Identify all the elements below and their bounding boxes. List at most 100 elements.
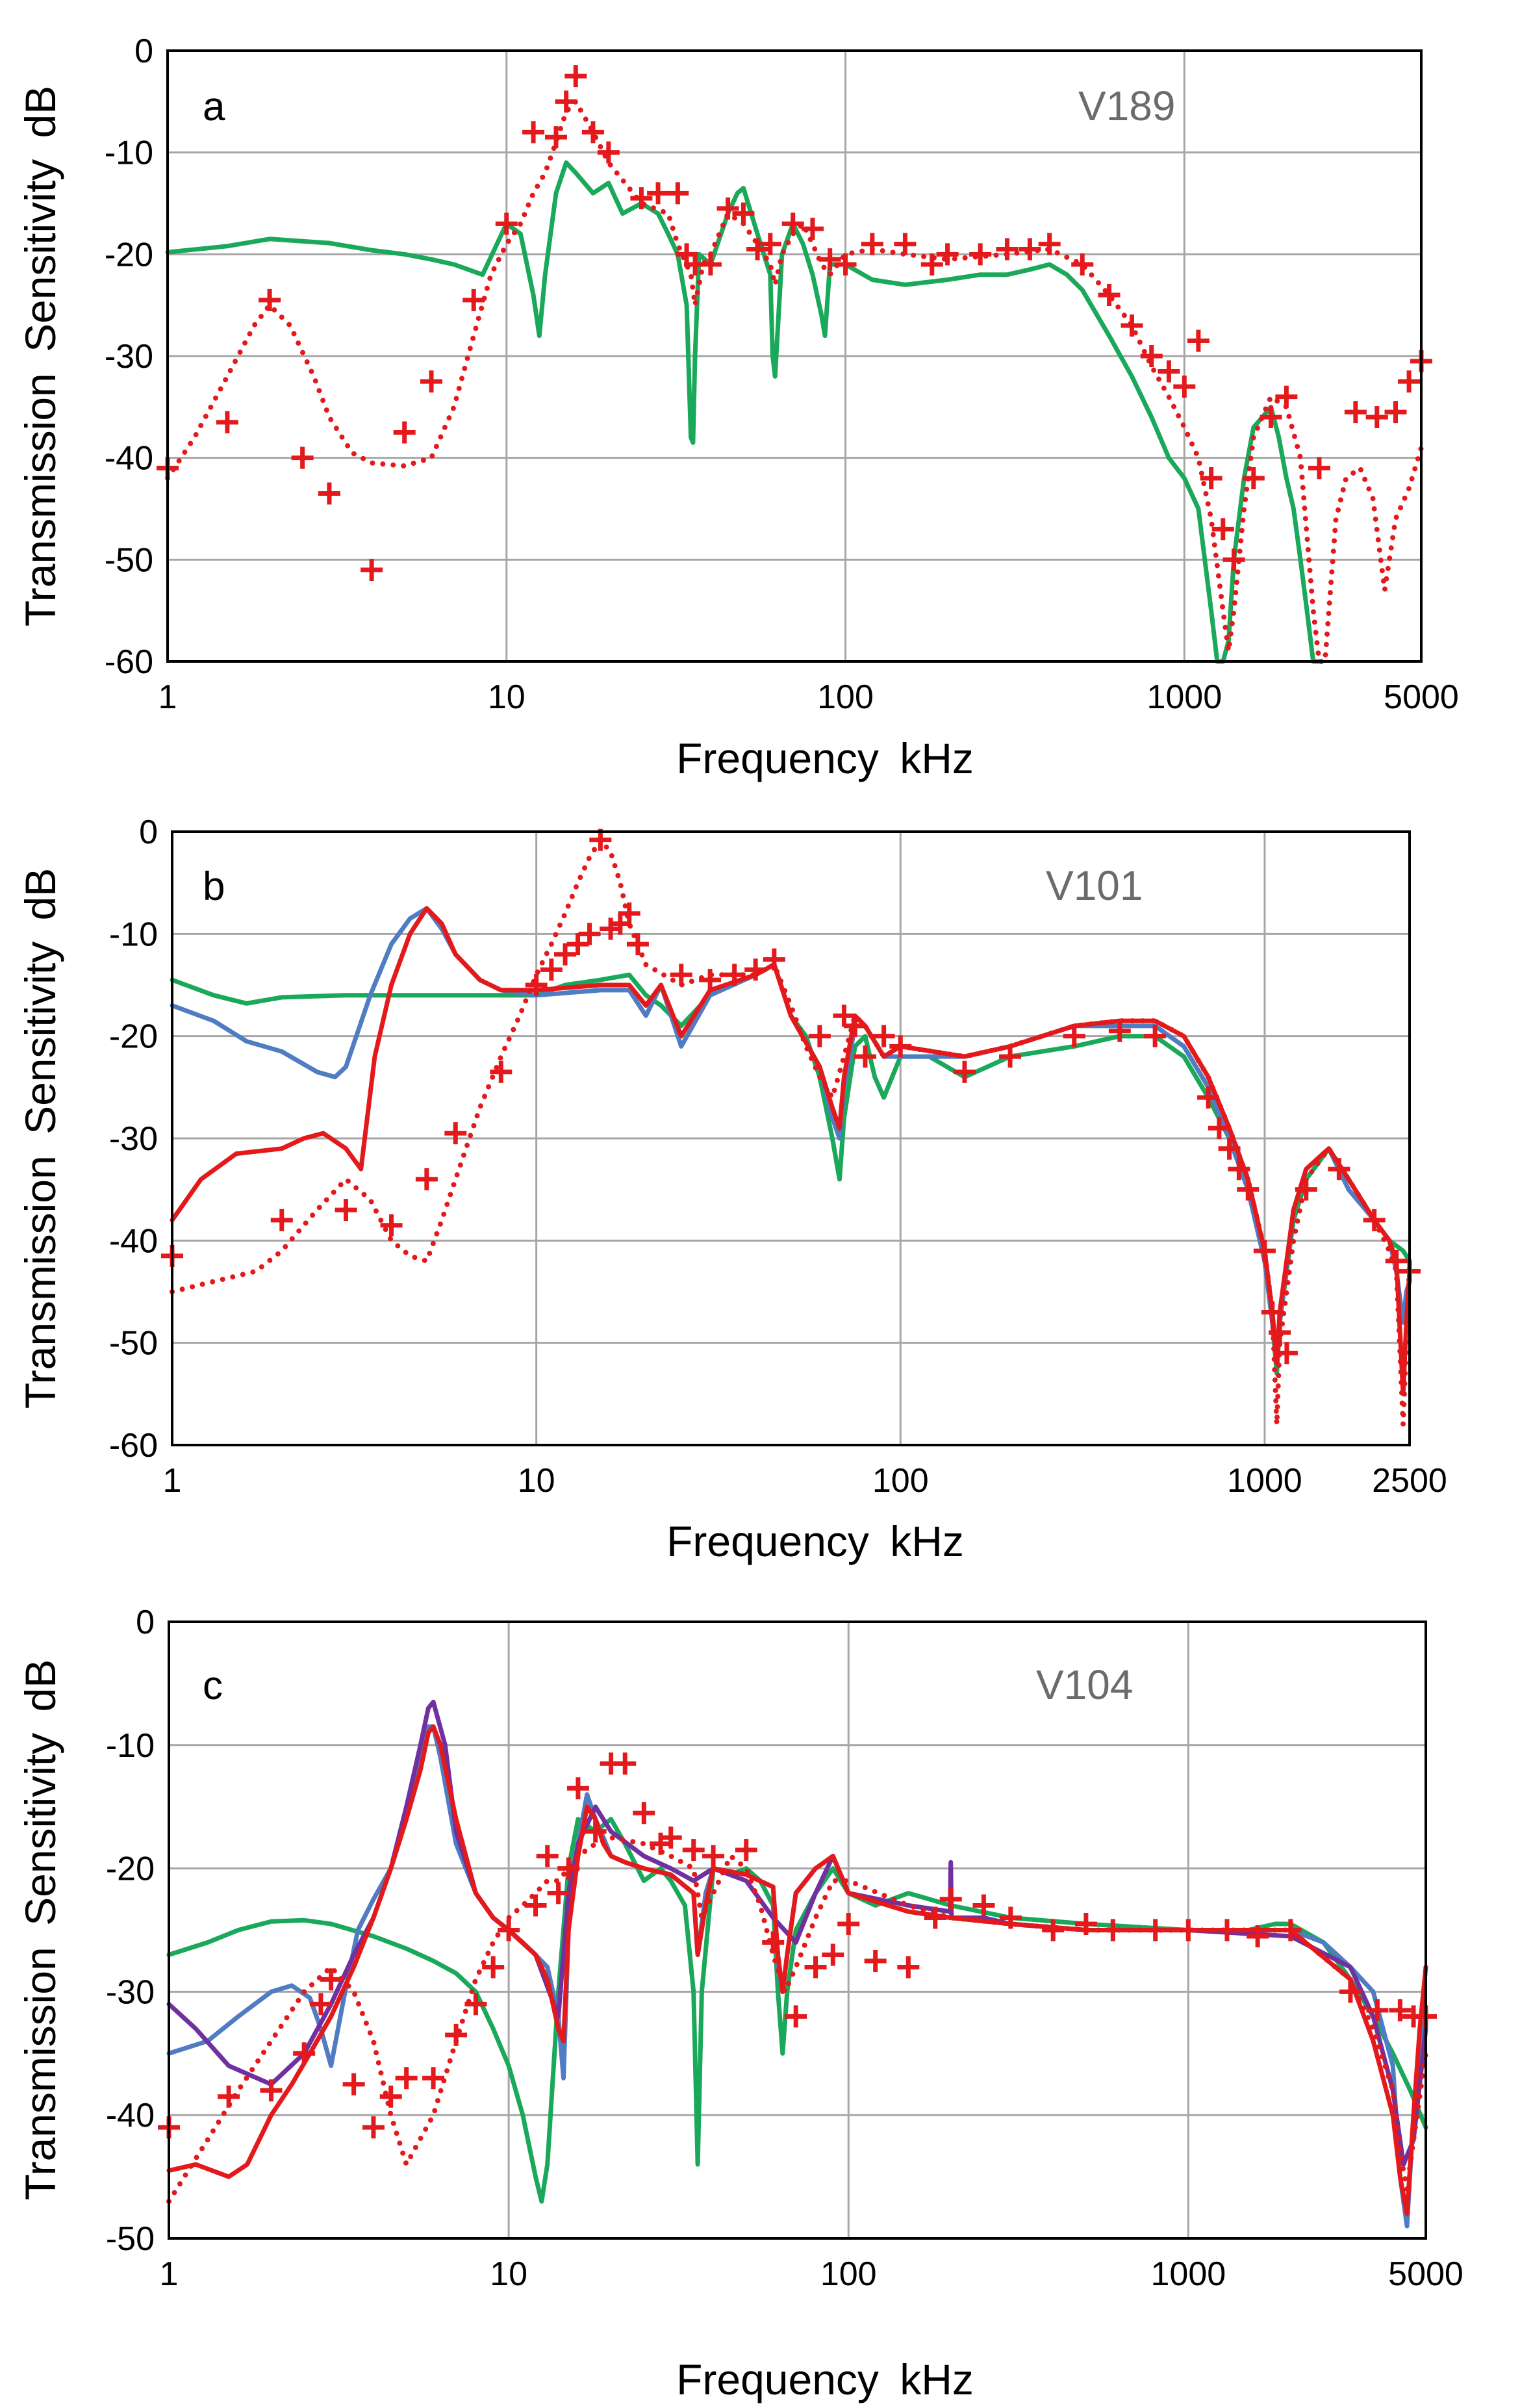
- cross-marker: [293, 2042, 316, 2065]
- y-tick-label: 0: [134, 32, 153, 70]
- cross-marker: [1071, 253, 1094, 275]
- cross-marker: [1385, 1249, 1408, 1272]
- cross-marker: [894, 233, 917, 255]
- cross-marker: [1247, 1925, 1269, 1947]
- cross-marker: [1275, 385, 1298, 408]
- cross-marker: [566, 933, 589, 956]
- cross-marker: [1200, 467, 1222, 489]
- cross-marker: [763, 948, 785, 971]
- cross-marker: [540, 958, 563, 981]
- cross-marker: [1228, 1158, 1250, 1181]
- cross-marker: [1187, 329, 1210, 352]
- panel-b-label: b: [203, 864, 225, 909]
- cross-marker: [342, 2073, 365, 2095]
- cross-marker: [361, 559, 383, 581]
- cross-marker: [1140, 345, 1163, 367]
- x-tick-label: 100: [820, 2255, 877, 2293]
- x-tick-label: 10: [490, 2255, 527, 2293]
- y-tick-label: -60: [105, 643, 153, 681]
- x-tick-label: 5000: [1388, 2255, 1463, 2293]
- cross-marker: [420, 370, 443, 393]
- cross-marker: [702, 1845, 725, 1867]
- cross-marker: [320, 1968, 342, 1991]
- cross-marker: [445, 2023, 468, 2046]
- cross-marker: [924, 1906, 946, 1929]
- cross-marker: [732, 202, 755, 225]
- cross-marker: [999, 1906, 1022, 1929]
- x-tick-label: 1: [158, 678, 177, 716]
- panel-b: 0 -10 -20 -30 -40 -50 -60 1 10 100 1000 2500 b V10…: [16, 813, 1447, 1565]
- panel-b-grid: [172, 832, 1410, 1445]
- cross-marker: [1144, 1919, 1167, 1941]
- panel-c-x-axis-title: Frequency kHz: [676, 2355, 974, 2403]
- cross-marker: [781, 212, 804, 235]
- cross-marker: [581, 121, 604, 144]
- y-tick-label: -30: [106, 1973, 155, 2011]
- x-tick-label: 10: [488, 678, 526, 716]
- cross-marker: [1242, 467, 1265, 489]
- cross-marker: [872, 1025, 895, 1047]
- cross-marker: [1339, 1980, 1362, 2003]
- cross-marker: [1102, 1919, 1124, 1941]
- cross-marker: [1063, 1025, 1085, 1047]
- panel-a-x-tick-labels: 1 10 100 1000 5000: [158, 678, 1459, 716]
- cross-marker: [1261, 1301, 1284, 1324]
- cross-marker: [1269, 1321, 1291, 1344]
- cross-marker: [936, 243, 959, 266]
- y-tick-label: -20: [106, 1851, 155, 1888]
- cross-marker: [647, 182, 670, 205]
- y-tick-label: -50: [105, 541, 153, 579]
- cross-marker: [1237, 1178, 1260, 1201]
- cross-marker: [1019, 238, 1041, 261]
- cross-marker: [897, 1956, 920, 1979]
- cross-marker: [464, 1993, 487, 2016]
- cross-marker: [920, 253, 943, 275]
- cross-marker: [844, 1014, 867, 1037]
- cross-marker: [854, 1045, 876, 1068]
- y-tick-label: -50: [106, 2220, 155, 2258]
- x-tick-label: 1000: [1151, 2255, 1226, 2293]
- cross-marker: [525, 974, 548, 996]
- cross-marker: [1363, 1209, 1386, 1231]
- cross-marker: [1328, 1158, 1350, 1181]
- cross-marker: [804, 1956, 827, 1979]
- cross-marker: [744, 958, 767, 981]
- cross-marker: [939, 1888, 962, 1911]
- cross-marker: [1260, 406, 1282, 428]
- x-tick-label: 100: [817, 678, 874, 716]
- panel-c-y-tick-labels: 0 -10 -20 -30 -40 -50: [106, 1604, 155, 2258]
- cross-marker: [834, 253, 857, 275]
- series-red-crosses: [158, 1752, 1437, 2139]
- cross-marker: [270, 1209, 293, 1231]
- panel-b-y-axis-title: Transmission Sensitivity dB: [16, 868, 64, 1409]
- cross-marker: [999, 1045, 1022, 1068]
- cross-marker: [1173, 376, 1196, 398]
- cross-marker: [524, 1894, 547, 1917]
- cross-marker: [362, 2116, 385, 2139]
- x-tick-label: 1000: [1146, 678, 1222, 716]
- panel-c-grid: [169, 1622, 1426, 2238]
- cross-marker: [1038, 233, 1061, 255]
- series-red-crosses: [161, 828, 1421, 1364]
- cross-marker: [482, 1956, 505, 1979]
- cross-marker: [699, 253, 722, 275]
- cross-marker: [1366, 1999, 1389, 2021]
- panel-a-y-axis-title: Transmission Sensitivity dB: [16, 86, 64, 626]
- cross-marker: [614, 1752, 637, 1775]
- cross-marker: [801, 218, 824, 240]
- cross-marker: [1215, 1919, 1238, 1941]
- cross-marker: [953, 1060, 976, 1083]
- cross-marker: [759, 233, 781, 255]
- cross-marker: [1208, 1117, 1230, 1140]
- y-tick-label: -40: [105, 440, 153, 478]
- cross-marker: [564, 65, 587, 88]
- cross-marker: [547, 1882, 570, 1904]
- cross-marker: [746, 238, 769, 261]
- cross-marker: [309, 1993, 332, 2016]
- cross-marker: [462, 288, 485, 311]
- cross-marker: [861, 233, 883, 255]
- cross-marker: [1253, 1240, 1276, 1262]
- cross-marker: [395, 2067, 418, 2090]
